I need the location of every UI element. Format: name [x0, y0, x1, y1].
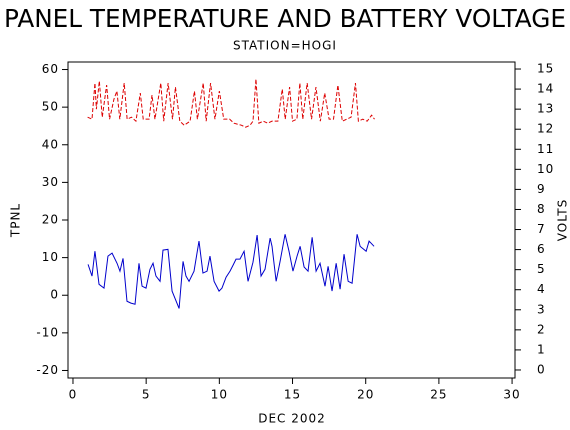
y2-axis-label: VOLTS — [556, 199, 570, 241]
y-tick-label: 60 — [42, 62, 59, 76]
line-1 — [87, 79, 375, 128]
y2-tick-label: 3 — [537, 302, 546, 316]
y2-tick-label: 6 — [537, 242, 546, 256]
x-tick-label: 30 — [503, 388, 520, 402]
x-axis-label: DEC 2002 — [258, 412, 326, 426]
y-tick-label: 40 — [42, 137, 59, 151]
x-tick-label: 0 — [69, 388, 78, 402]
y2-tick-label: 14 — [537, 82, 554, 96]
line-0 — [87, 234, 375, 309]
y2-tick-label: 12 — [537, 122, 554, 136]
y2-tick-label: 7 — [537, 222, 546, 236]
y2-tick-label: 13 — [537, 102, 554, 116]
y2-tick-label: 5 — [537, 262, 546, 276]
y2-tick-label: 11 — [537, 142, 554, 156]
y-tick-label: -20 — [36, 363, 59, 377]
y2-tick-label: 8 — [537, 202, 546, 216]
y2-tick-label: 2 — [537, 322, 546, 336]
y2-tick-label: 1 — [537, 342, 546, 356]
y-tick-label: 30 — [42, 175, 59, 189]
x-tick-label: 25 — [430, 388, 447, 402]
y-tick-label: -10 — [36, 325, 59, 339]
chart-title: PANEL TEMPERATURE AND BATTERY VOLTAGE — [4, 4, 566, 33]
x-tick-label: 5 — [142, 388, 151, 402]
y-tick-label: 50 — [42, 100, 59, 114]
x-tick-label: 10 — [211, 388, 228, 402]
y-tick-label: 20 — [42, 213, 59, 227]
y2-tick-label: 10 — [537, 162, 554, 176]
y-tick-label: 0 — [50, 288, 59, 302]
y-tick-label: 10 — [42, 250, 59, 264]
y2-tick-label: 0 — [537, 362, 546, 376]
x-tick-label: 15 — [284, 388, 301, 402]
y2-tick-label: 9 — [537, 182, 546, 196]
y2-tick-label: 15 — [537, 62, 554, 76]
x-tick-label: 20 — [357, 388, 374, 402]
y2-tick-label: 4 — [537, 282, 546, 296]
y-axis-label: TPNL — [9, 203, 23, 238]
chart-subtitle: STATION=HOGI — [233, 39, 337, 53]
